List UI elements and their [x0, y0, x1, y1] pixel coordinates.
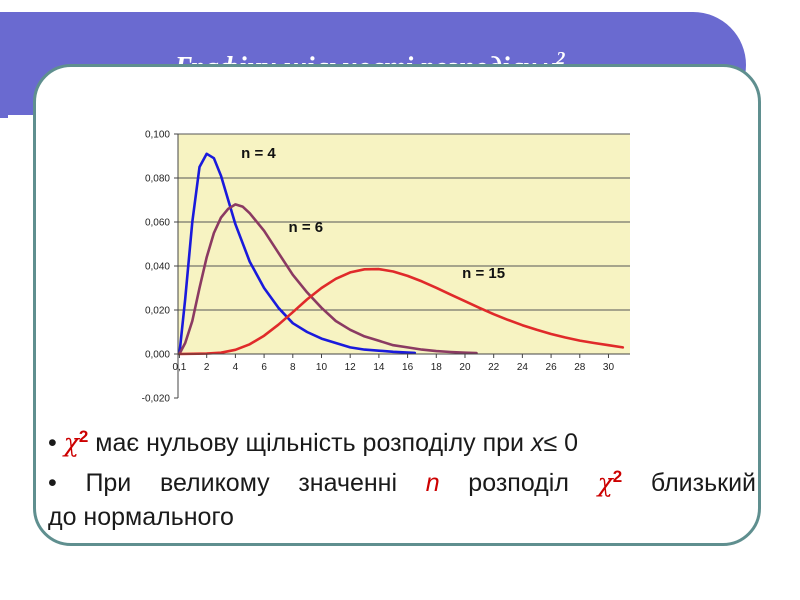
- bullet-2-continuation: до нормального: [48, 500, 756, 534]
- x-tick-label: 28: [574, 362, 586, 373]
- bullet-list: • χ2 має нульову щільність розподілу при…: [48, 420, 756, 534]
- series-line: [178, 203, 478, 356]
- y-tick-label: -0,020: [142, 394, 171, 405]
- le-symbol: ≤: [543, 429, 558, 457]
- x-tick-label: 2: [204, 362, 210, 373]
- x-tick-label: 20: [459, 362, 471, 373]
- series-line: [178, 152, 417, 356]
- x-tick-label: 6: [261, 362, 267, 373]
- var-n: n: [425, 469, 440, 497]
- bullet-1: • χ2 має нульову щільність розподілу при…: [48, 420, 756, 460]
- chart-series: [178, 152, 625, 356]
- y-tick-label: 0,000: [145, 350, 170, 361]
- series-line: [178, 267, 625, 356]
- x-tick-label: 24: [517, 362, 529, 373]
- bullet-2-text-mid: розподіл: [468, 469, 569, 497]
- series-label: n = 15: [462, 265, 505, 282]
- x-tick-label: 0,1: [172, 362, 186, 373]
- var-x: x: [530, 429, 544, 457]
- x-tick-label: 8: [290, 362, 296, 373]
- x-tick-label: 30: [603, 362, 615, 373]
- bullet-marker: •: [48, 469, 57, 497]
- chart-grid: [178, 133, 630, 311]
- chart: 0,100 0,080 0,060 0,040 0,020 0,000 -0,020 0,1 2…: [118, 114, 650, 404]
- chi-symbol: χ: [63, 428, 79, 457]
- bullet-2-line2: до нормального: [48, 503, 234, 531]
- slide-title-sup: 2: [556, 48, 566, 68]
- bullet-marker: •: [48, 429, 57, 457]
- x-tick-label: 18: [431, 362, 443, 373]
- zero-value: 0: [564, 429, 579, 457]
- series-label: n = 6: [288, 219, 323, 236]
- bullet-2-text-before: При великому значенні: [85, 469, 398, 497]
- y-tick-label: 0,100: [145, 130, 170, 141]
- bullet-2: • При великому значенні n розподіл χ2 бл…: [48, 460, 756, 500]
- x-tick-label: 22: [488, 362, 500, 373]
- y-tick-label: 0,060: [145, 218, 170, 229]
- series-label: n = 4: [241, 145, 276, 162]
- chart-axes: [174, 133, 630, 399]
- x-tick-label: 12: [345, 362, 357, 373]
- bullet-1-text: має нульову щільність розподілу при: [95, 429, 525, 457]
- chi-sup: 2: [612, 467, 623, 486]
- chi-symbol: χ: [597, 468, 613, 497]
- plot-background: [178, 134, 630, 354]
- y-tick-label: 0,020: [145, 306, 170, 317]
- bullet-2-text-after: близький: [650, 469, 756, 497]
- y-tick-label: 0,040: [145, 262, 170, 273]
- x-tick-label: 14: [373, 362, 385, 373]
- x-tick-label: 4: [233, 362, 239, 373]
- x-tick-label: 10: [316, 362, 328, 373]
- chart-labels: 0,100 0,080 0,060 0,040 0,020 0,000 -0,020 0,1 2…: [142, 130, 615, 405]
- x-tick-label: 16: [402, 362, 414, 373]
- x-tick-label: 26: [546, 362, 558, 373]
- y-tick-label: 0,080: [145, 174, 170, 185]
- chi-sup: 2: [78, 427, 89, 446]
